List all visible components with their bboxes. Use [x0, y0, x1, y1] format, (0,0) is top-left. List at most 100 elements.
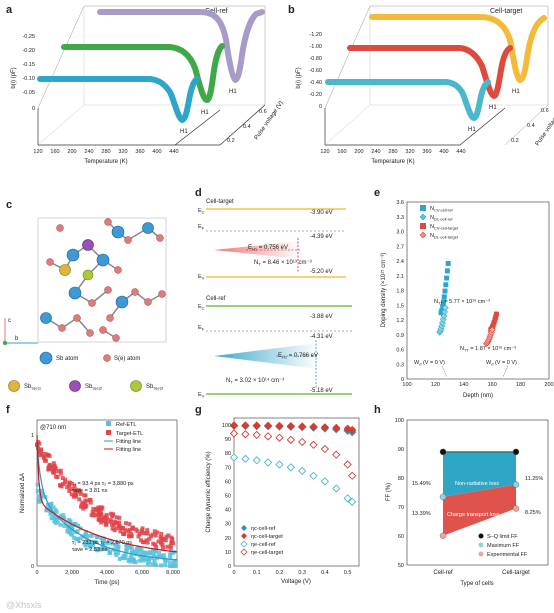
d-top-eh: EH1 = 0.756 eV: [248, 245, 288, 252]
g-point-eta-e-target: [320, 444, 330, 454]
f-point-target: [111, 512, 116, 517]
f-point-target: [121, 531, 126, 536]
b-ytick-0: 0: [319, 104, 322, 110]
e-wd-2: Wd (V = 0 V): [486, 360, 517, 367]
b-title: Cell-target: [490, 8, 522, 15]
e-point-cv-target: [492, 317, 498, 323]
f-point-ref: [141, 556, 146, 561]
g-ytick-6: 60: [225, 479, 231, 485]
e-point-cv-target: [493, 311, 499, 317]
g-point-eta-c-target: [320, 423, 330, 432]
a-ztick-2: 0.6: [259, 109, 267, 115]
f-point-ref: [170, 564, 175, 568]
g-point-eta-e-ref: [332, 484, 341, 493]
legend-se-label: S(e) atom: [114, 356, 140, 362]
f-point-target: [114, 515, 119, 520]
g-point-eta-e-target: [241, 430, 250, 439]
b-xtick-5: 320: [405, 149, 414, 155]
g-point-eta-e-target: [229, 429, 239, 438]
f-point-ref: [134, 550, 139, 555]
g-point-eta-c-target: [286, 422, 295, 431]
f-point-ref: [136, 549, 141, 554]
f-point-ref: [150, 556, 155, 561]
f-point-target: [90, 510, 95, 515]
b-ztick-1: 0.4: [527, 123, 535, 129]
e-legend-swatch-1: [419, 213, 427, 221]
f-point-target: [72, 483, 77, 488]
f-point-target: [73, 490, 78, 495]
h-band-nonrad-label: Non-radiative loss: [455, 481, 499, 487]
f-point-ref: [167, 560, 172, 565]
f-point-target: [67, 483, 72, 488]
g-ytick-1: 10: [225, 550, 231, 556]
f-xtick-4: 8,000: [166, 570, 180, 576]
f-point-target: [43, 451, 48, 456]
f-point-ref: [129, 545, 134, 550]
h-ytick-1: 60: [398, 534, 404, 540]
f-point-target: [42, 458, 47, 463]
f-point-ref: [38, 496, 43, 501]
b-curve-0.2v: [325, 79, 491, 122]
f-point-ref: [61, 513, 66, 518]
g-ytick-10: 100: [222, 423, 231, 429]
b-ztick-2: 0.6: [541, 108, 549, 114]
e-point-dl-ref: [441, 308, 449, 316]
f-point-ref: [101, 541, 106, 546]
h-legend-swatch-1: [478, 542, 484, 548]
f-xlabel: Time (ps): [94, 580, 119, 586]
b-ytick-5: -1.00: [309, 44, 322, 50]
f-point-target: [159, 541, 164, 546]
f-point-target: [89, 513, 94, 518]
f-point-ref: [41, 493, 46, 498]
g-legend-3: ηe-cell-target: [251, 550, 284, 556]
g-legend-1: ηc-cell-target: [251, 534, 283, 540]
panel-b: b Cell-target H1 H1 H1 0 -0.20 -0.40 -0.…: [288, 4, 554, 165]
g-ylabel: Charge dynamic efficiency (%): [206, 451, 212, 532]
d-bottom-trap-distribution: [214, 343, 318, 369]
e-point-cv-ref: [444, 275, 450, 281]
g-point-eta-c-target: [348, 425, 357, 435]
f-point-target: [50, 468, 55, 473]
f-point-target: [140, 528, 145, 533]
h-legend-0: S–Q limit FF: [487, 534, 518, 540]
f-point-ref: [65, 529, 70, 534]
g-ytick-5: 50: [225, 494, 231, 500]
b-curve-0.4v: [347, 45, 513, 100]
h-plot-frame: [406, 419, 549, 566]
f-point-ref: [101, 536, 106, 541]
f-point-target: [42, 456, 47, 461]
f-point-target: [115, 520, 120, 525]
e-legend-2: NCV-cell-target: [430, 224, 459, 231]
d-bottom-nt: NT = 3.02 × 10¹⁴ cm⁻³: [226, 377, 284, 385]
g-point-eta-e-target: [263, 432, 273, 441]
f-point-target: [153, 533, 158, 538]
g-point-eta-e-ref: [320, 477, 330, 486]
f-point-ref: [79, 536, 84, 541]
f-point-target: [83, 493, 88, 498]
f-point-ref: [128, 556, 133, 561]
h-band-nonradiative: [443, 451, 516, 497]
f-point-target: [45, 453, 50, 458]
f-legend-3: Fitting line: [116, 447, 141, 453]
b-xtick-6: 360: [422, 149, 431, 155]
e-plot-frame: [406, 201, 550, 380]
f-point-target: [96, 512, 101, 517]
a-title: Cell-ref: [205, 8, 228, 15]
d-top-e2: -4.39 eV: [310, 234, 333, 240]
f-title: @710 nm: [40, 425, 66, 431]
legend-sb3-label: SbS(e)3: [146, 384, 164, 391]
h-ytick-5: 100: [395, 418, 404, 424]
e-point-dl-ref: [441, 304, 449, 312]
e-ann-2: NTT = 1.87 × 10¹⁶ cm⁻³: [460, 345, 516, 353]
f-point-ref: [168, 551, 173, 556]
f-point-ref: [124, 547, 129, 552]
f-point-target: [135, 528, 140, 533]
g-legend-swatch-1: [241, 533, 247, 539]
h-point-5: [512, 505, 520, 512]
a-curve-0.2v: [37, 76, 200, 124]
a-xtick-8: 440: [169, 149, 178, 155]
f-point-ref: [157, 551, 162, 556]
b-ytick-3: -0.60: [309, 68, 322, 74]
f-point-target: [112, 519, 117, 524]
f-point-ref: [36, 494, 41, 499]
